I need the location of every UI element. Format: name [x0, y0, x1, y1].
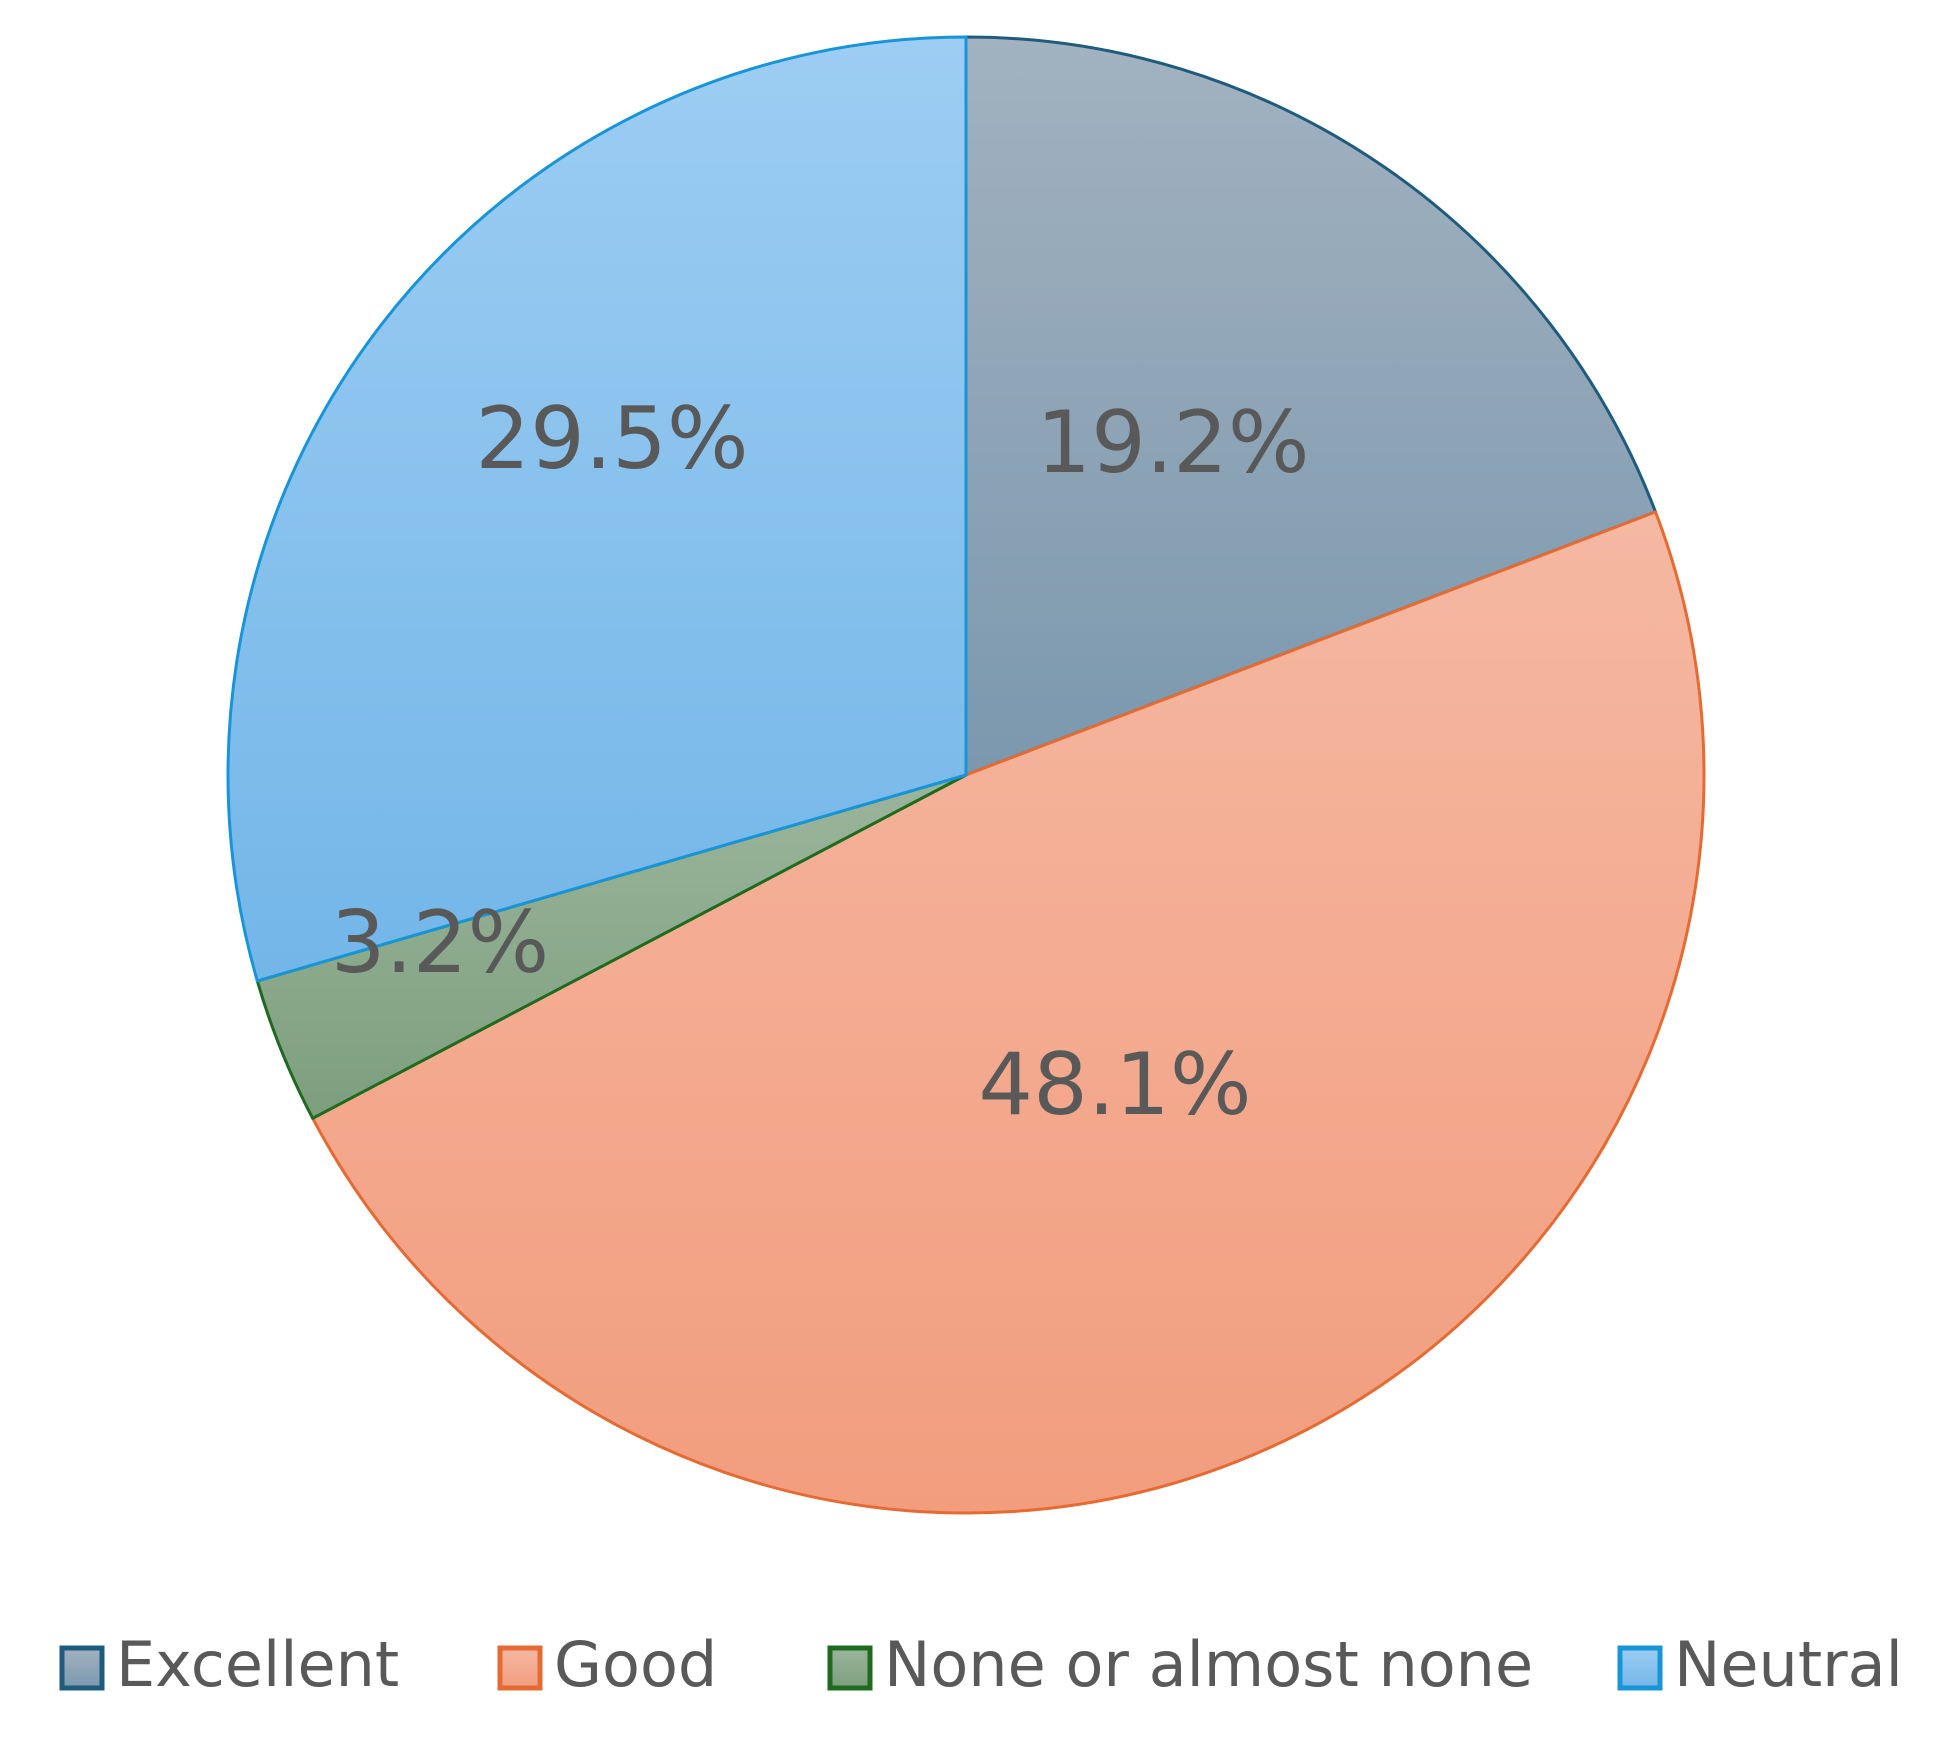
legend-label-excellent: Excellent [116, 1628, 399, 1701]
data-labels: 19.2% 48.1% 3.2% 29.5% [331, 389, 1310, 1135]
legend-swatch-none-or-almost-none [827, 1645, 873, 1691]
pie-slice-good [311, 510, 1706, 1515]
legend-label-neutral: Neutral [1674, 1628, 1903, 1701]
data-label-good: 48.1% [978, 1035, 1251, 1135]
legend-label-good: Good [554, 1628, 717, 1701]
legend-label-none-or-almost-none: None or almost none [884, 1628, 1533, 1701]
pie-slice-neutral [226, 35, 968, 983]
legend: Excellent Good None or almost none Neutral [59, 1628, 1903, 1701]
pie-slices [226, 35, 1706, 1515]
legend-swatch-neutral [1617, 1645, 1663, 1691]
data-label-neutral: 29.5% [475, 389, 748, 489]
data-label-none-or-almost-none: 3.2% [331, 893, 550, 993]
pie-slice-excellent [964, 35, 1658, 777]
legend-swatch-good [497, 1645, 543, 1691]
data-label-excellent: 19.2% [1036, 393, 1309, 493]
legend-swatch-excellent [59, 1645, 105, 1691]
